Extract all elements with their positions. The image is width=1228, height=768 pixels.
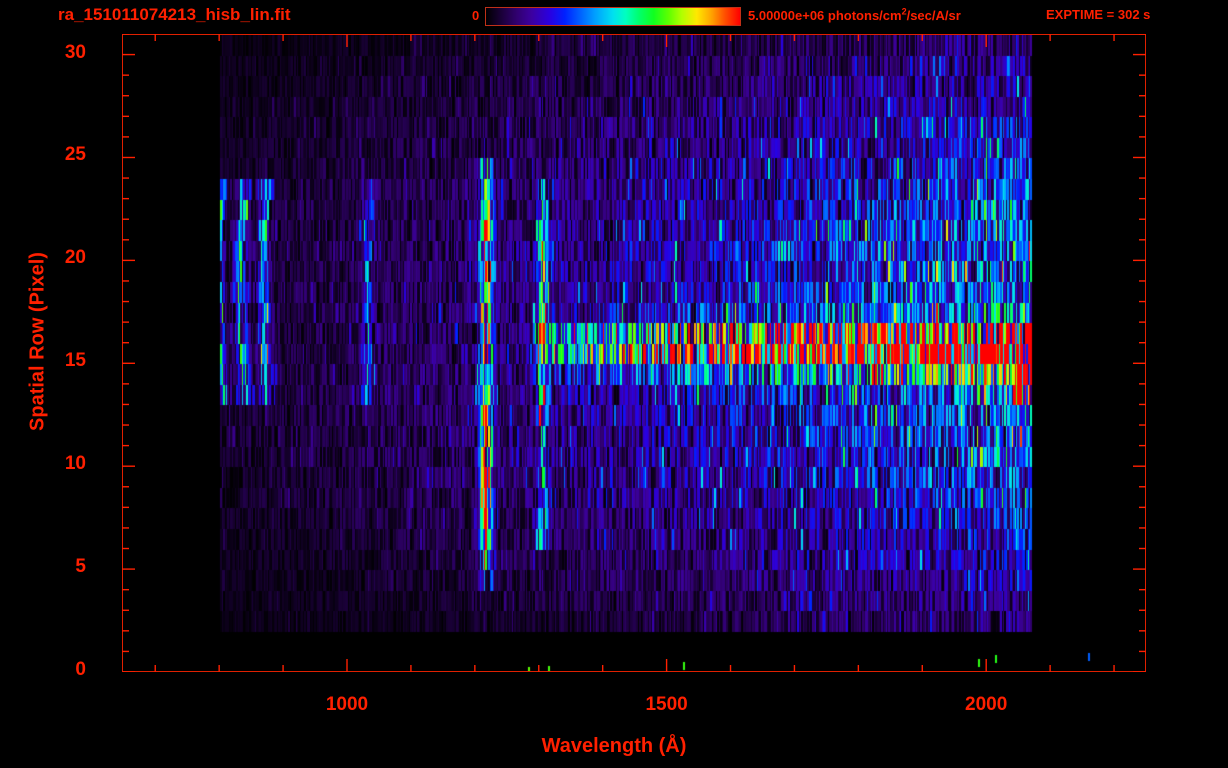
x-tick-label: 1500 bbox=[645, 694, 688, 715]
spectrogram-image bbox=[123, 35, 1145, 671]
colorbar-max-label: 5.00000e+06 photons/cm2/sec/A/sr bbox=[748, 6, 961, 23]
colorbar-min-label: 0 bbox=[472, 8, 480, 23]
y-tick-label: 20 bbox=[64, 247, 86, 269]
colorbar-units-prefix: photons/cm bbox=[827, 8, 902, 23]
colorbar-max-value: 5.00000e+06 bbox=[748, 8, 825, 23]
colorbar-units-superscript: 2 bbox=[901, 6, 907, 17]
exptime-label: EXPTIME = 302 s bbox=[1046, 7, 1151, 22]
y-tick-label: 15 bbox=[64, 350, 86, 372]
colorbar bbox=[485, 7, 741, 26]
y-tick-label: 5 bbox=[75, 556, 86, 578]
y-tick-label: 0 bbox=[75, 659, 86, 680]
x-axis-title: Wavelength (Å) bbox=[541, 735, 687, 757]
x-tick-label: 1000 bbox=[325, 694, 369, 715]
y-tick-label: 30 bbox=[64, 41, 86, 63]
plot-frame bbox=[122, 34, 1146, 672]
x-tick-label: 2000 bbox=[965, 694, 1008, 715]
colorbar-units-suffix: /sec/A/sr bbox=[906, 8, 961, 23]
file-title: ra_151011074213_hisb_lin.fit bbox=[58, 5, 291, 24]
y-axis-title: Spatial Row (Pixel) bbox=[26, 252, 49, 431]
y-tick-label: 25 bbox=[64, 144, 86, 166]
y-tick-label: 10 bbox=[64, 453, 86, 475]
